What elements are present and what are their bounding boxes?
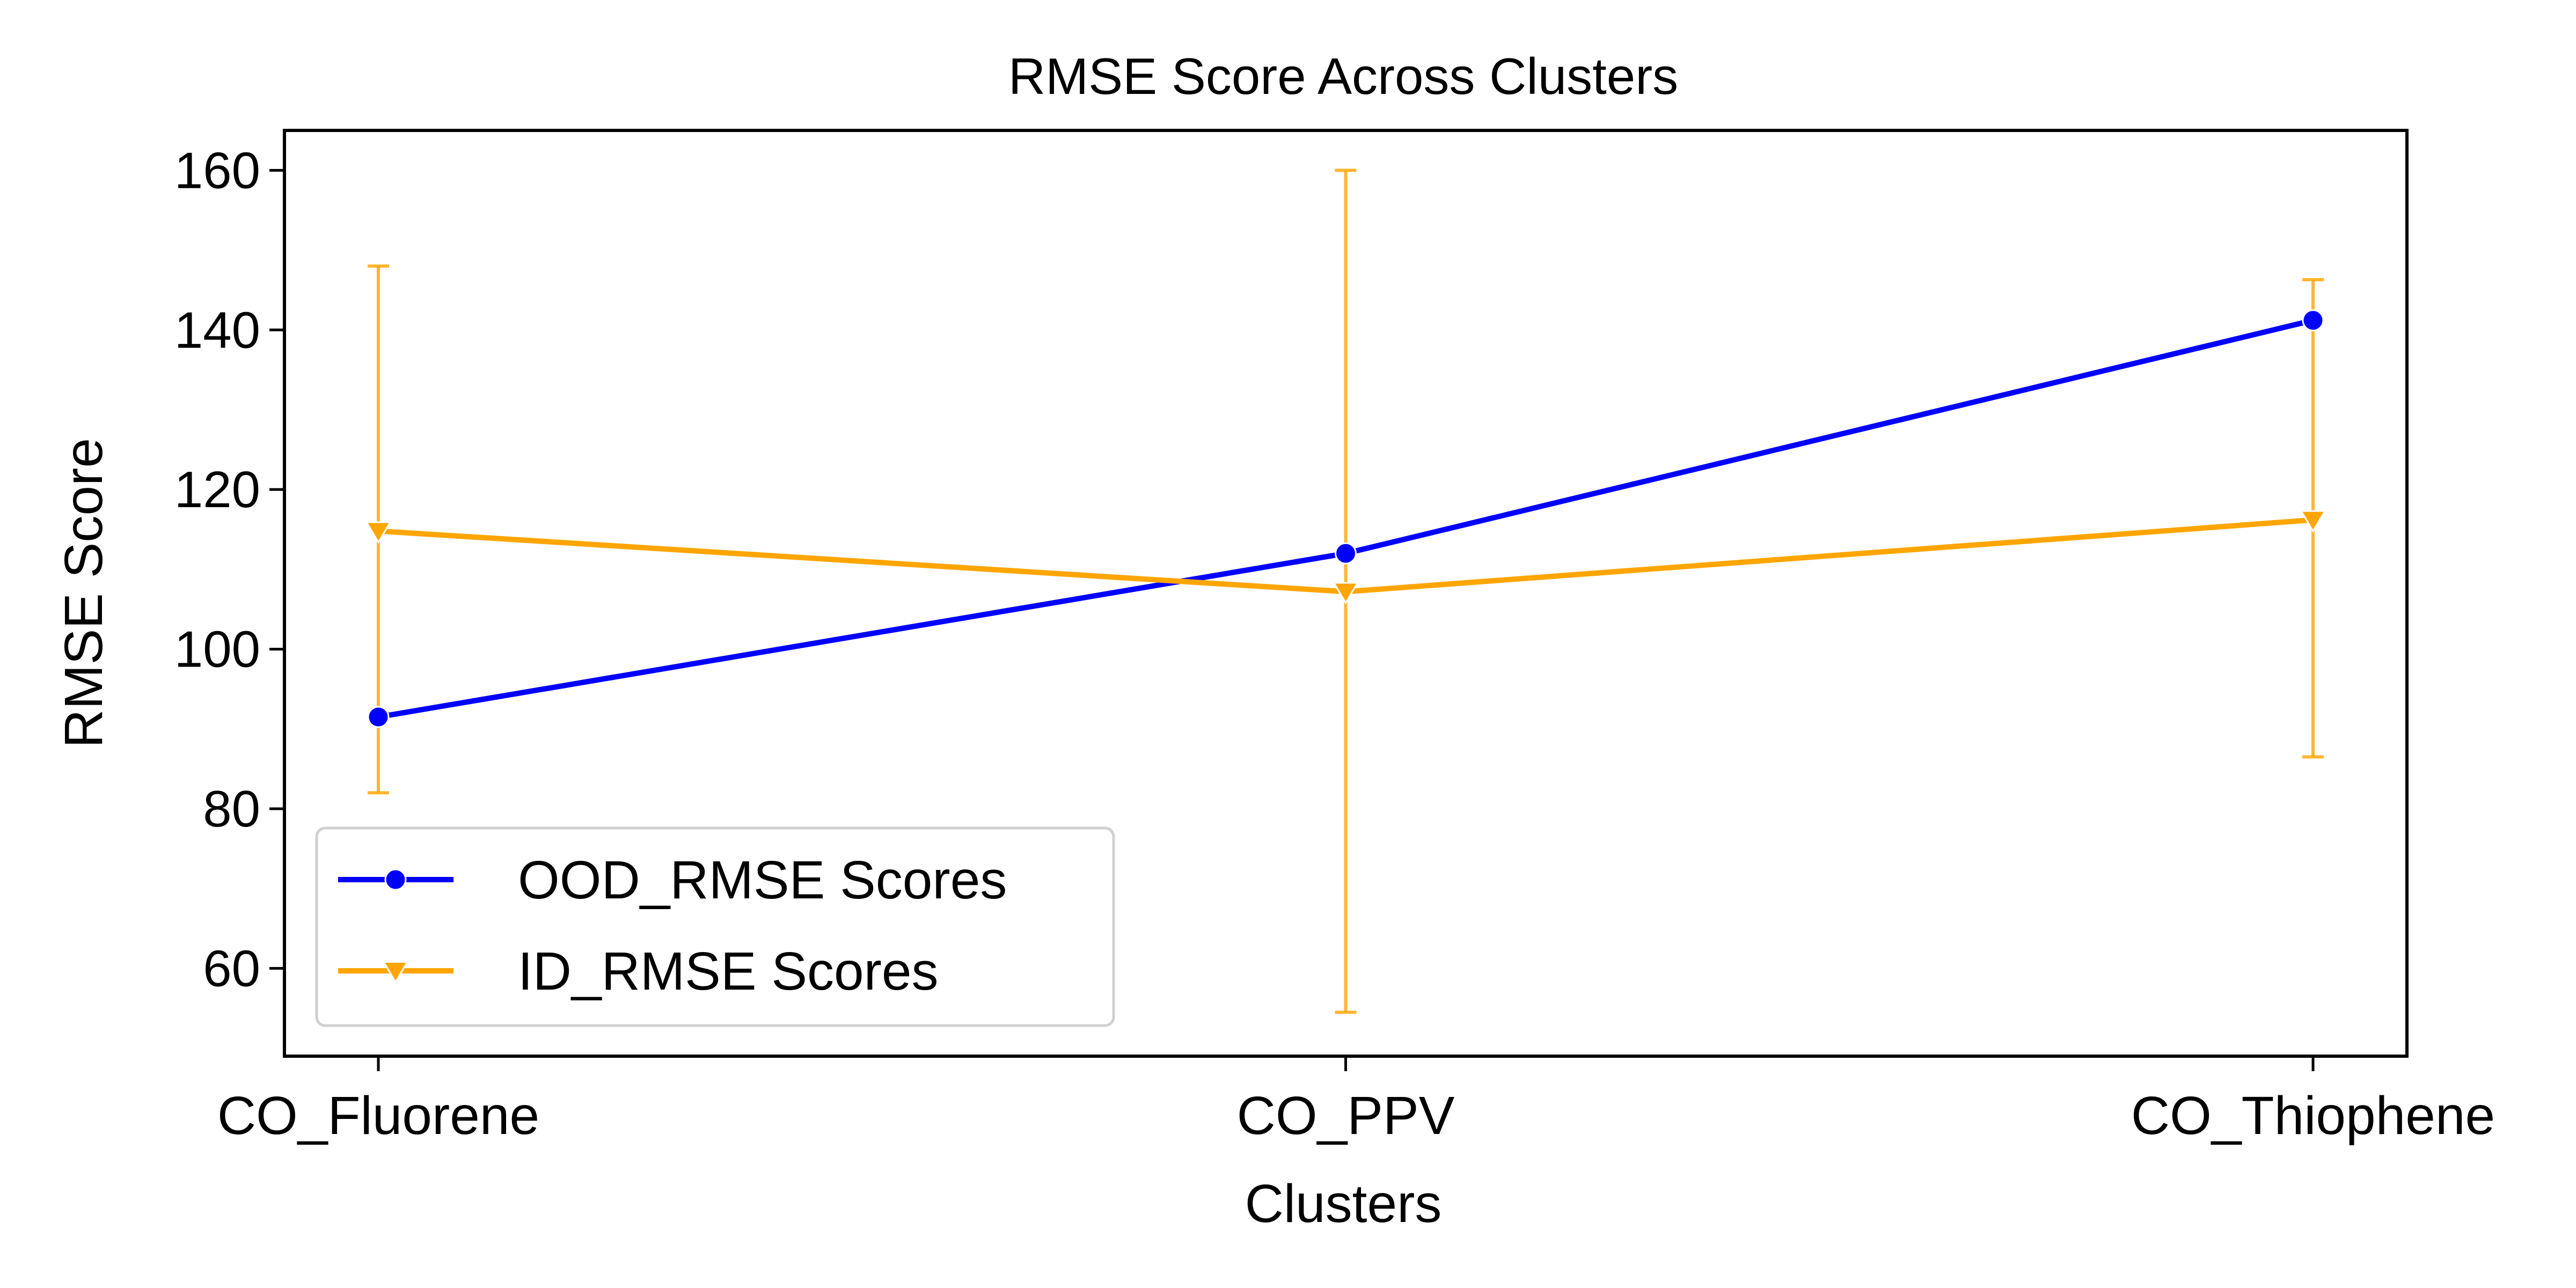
y-axis-label: RMSE Score — [54, 438, 114, 748]
y-tick-label: 100 — [174, 621, 260, 678]
y-tick-label: 120 — [174, 461, 260, 518]
data-point — [2300, 510, 2326, 533]
x-tick-label: CO_Thiophene — [2131, 1086, 2495, 1146]
y-tick-label: 80 — [203, 780, 260, 838]
data-point — [367, 706, 390, 728]
x-tick-label: CO_PPV — [1237, 1086, 1455, 1146]
data-point — [1335, 542, 1357, 565]
data-point — [365, 521, 392, 544]
y-tick-label: 60 — [203, 940, 260, 997]
y-tick-label: 140 — [174, 302, 260, 359]
x-axis-label: Clusters — [1245, 1174, 1442, 1234]
legend-swatch-marker — [382, 961, 409, 984]
data-point — [1332, 582, 1359, 605]
x-tick-label: CO_Fluorene — [217, 1086, 539, 1146]
y-tick-label: 160 — [174, 142, 260, 199]
legend-label: ID_RMSE Scores — [518, 941, 939, 1001]
data-point — [2302, 309, 2324, 332]
chart-title: RMSE Score Across Clusters — [1008, 48, 1678, 105]
legend-label: OOD_RMSE Scores — [518, 850, 1007, 910]
legend: OOD_RMSE Scores ID_RMSE Scores — [315, 826, 1115, 1027]
legend-swatch-marker — [384, 868, 407, 891]
legend-box — [315, 826, 1115, 1027]
plot-area: 60 80 100 120 140 160 CO_Fluorene CO_PPV CO_Thio… — [174, 129, 2495, 1146]
